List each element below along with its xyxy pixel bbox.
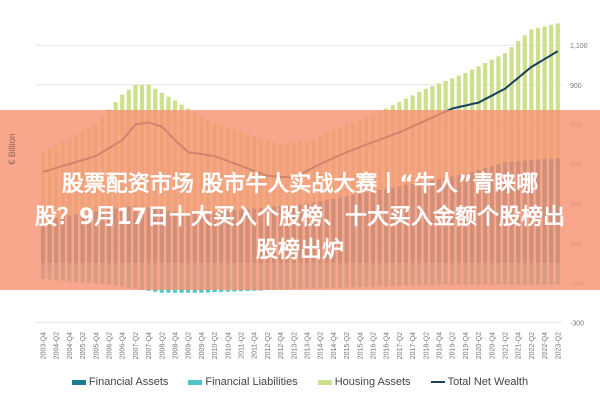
bar-housing-assets	[542, 26, 547, 160]
x-tick-label: 2009-Q2	[186, 332, 193, 359]
bar-housing-assets	[522, 35, 527, 161]
x-tick-label: 2008-Q2	[159, 332, 166, 359]
x-tick-label: 2014-Q4	[331, 332, 338, 359]
bar-housing-assets	[509, 47, 514, 162]
x-tick-label: 2007-Q4	[146, 332, 153, 359]
y-tick-label: -300	[570, 320, 584, 327]
x-tick-label: 2016-Q2	[371, 332, 378, 359]
x-tick-label: 2013-Q4	[305, 332, 312, 359]
bar-housing-assets	[549, 24, 554, 159]
x-tick-label: 2005-Q4	[93, 332, 100, 359]
bar-housing-assets	[502, 53, 508, 163]
x-tick-label: 2010-Q2	[212, 332, 219, 359]
legend-swatch	[317, 379, 332, 385]
x-tick-label: 2015-Q4	[357, 332, 364, 359]
x-tick-label: 2017-Q2	[397, 332, 404, 359]
x-tick-label: 2004-Q2	[54, 332, 61, 359]
x-tick-label: 2004-Q4	[67, 332, 74, 359]
legend-total-net-wealth: Total Net Wealth	[430, 376, 528, 388]
x-tick-label: 2014-Q2	[318, 332, 325, 359]
x-tick-label: 2015-Q2	[344, 332, 351, 359]
legend-swatch	[71, 379, 86, 385]
x-tick-label: 2012-Q2	[265, 332, 272, 359]
y-axis-label: € Billion	[7, 133, 17, 165]
x-tick-label: 2012-Q4	[278, 332, 285, 359]
legend-swatch	[430, 381, 445, 383]
x-tick-label: 2010-Q4	[225, 332, 232, 359]
x-tick-label: 2019-Q2	[450, 332, 457, 359]
x-tick-label: 2018-Q2	[423, 332, 430, 359]
x-tick-label: 2006-Q4	[120, 332, 127, 359]
bar-housing-assets	[555, 23, 560, 159]
x-tick-label: 2011-Q4	[252, 332, 259, 359]
x-tick-label: 2017-Q4	[410, 332, 417, 359]
legend-financial-liabilities: Financial Liabilities	[188, 376, 298, 388]
x-tick-label: 2016-Q4	[384, 332, 391, 359]
x-tick-label: 2021-Q2	[503, 332, 510, 359]
x-tick-label: 2018-Q4	[437, 332, 444, 359]
y-tick-label: 1,100	[570, 43, 588, 50]
headline-line-3: 股榜出炉	[255, 238, 344, 263]
x-tick-label: 2019-Q4	[463, 332, 470, 359]
x-tick-label: 2006-Q2	[107, 332, 114, 359]
headline-banner[interactable]: 股票配资市场 股市牛人实战大赛丨“牛人”青睐哪 股？9月17日十大买入个股榜、十…	[0, 110, 600, 290]
x-tick-label: 2020-Q2	[476, 332, 483, 359]
x-tick-label: 2003-Q4	[41, 332, 48, 359]
x-tick-label: 2021-Q4	[516, 332, 523, 359]
x-tick-label: 2007-Q2	[133, 332, 140, 359]
x-tick-label: 2023-Q2	[555, 332, 562, 359]
x-tick-label: 2013-Q2	[291, 332, 298, 359]
legend-swatch	[188, 379, 203, 385]
x-tick-label: 2009-Q4	[199, 332, 206, 359]
headline-line-2: 股？9月17日十大买入个股榜、十大买入金额个股榜出	[35, 205, 565, 230]
legend-housing-assets: Housing Assets	[317, 376, 411, 388]
bar-housing-assets	[535, 27, 541, 160]
headline-line-1: 股票配资市场 股市牛人实战大赛丨“牛人”青睐哪	[61, 172, 539, 197]
y-tick-label: 900	[570, 83, 582, 90]
x-tick-label: 2020-Q4	[489, 332, 496, 359]
bar-housing-assets	[516, 41, 521, 162]
x-tick-label: 2011-Q2	[239, 332, 246, 359]
x-tick-label: 2022-Q2	[529, 332, 536, 359]
chart-legend: Financial Assets Financial Liabilities H…	[0, 376, 600, 388]
legend-financial-assets: Financial Assets	[71, 376, 168, 388]
x-tick-label: 2022-Q4	[542, 332, 549, 359]
x-tick-label: 2005-Q2	[80, 332, 87, 359]
x-tick-label: 2008-Q4	[173, 332, 180, 359]
bar-housing-assets	[529, 29, 534, 161]
